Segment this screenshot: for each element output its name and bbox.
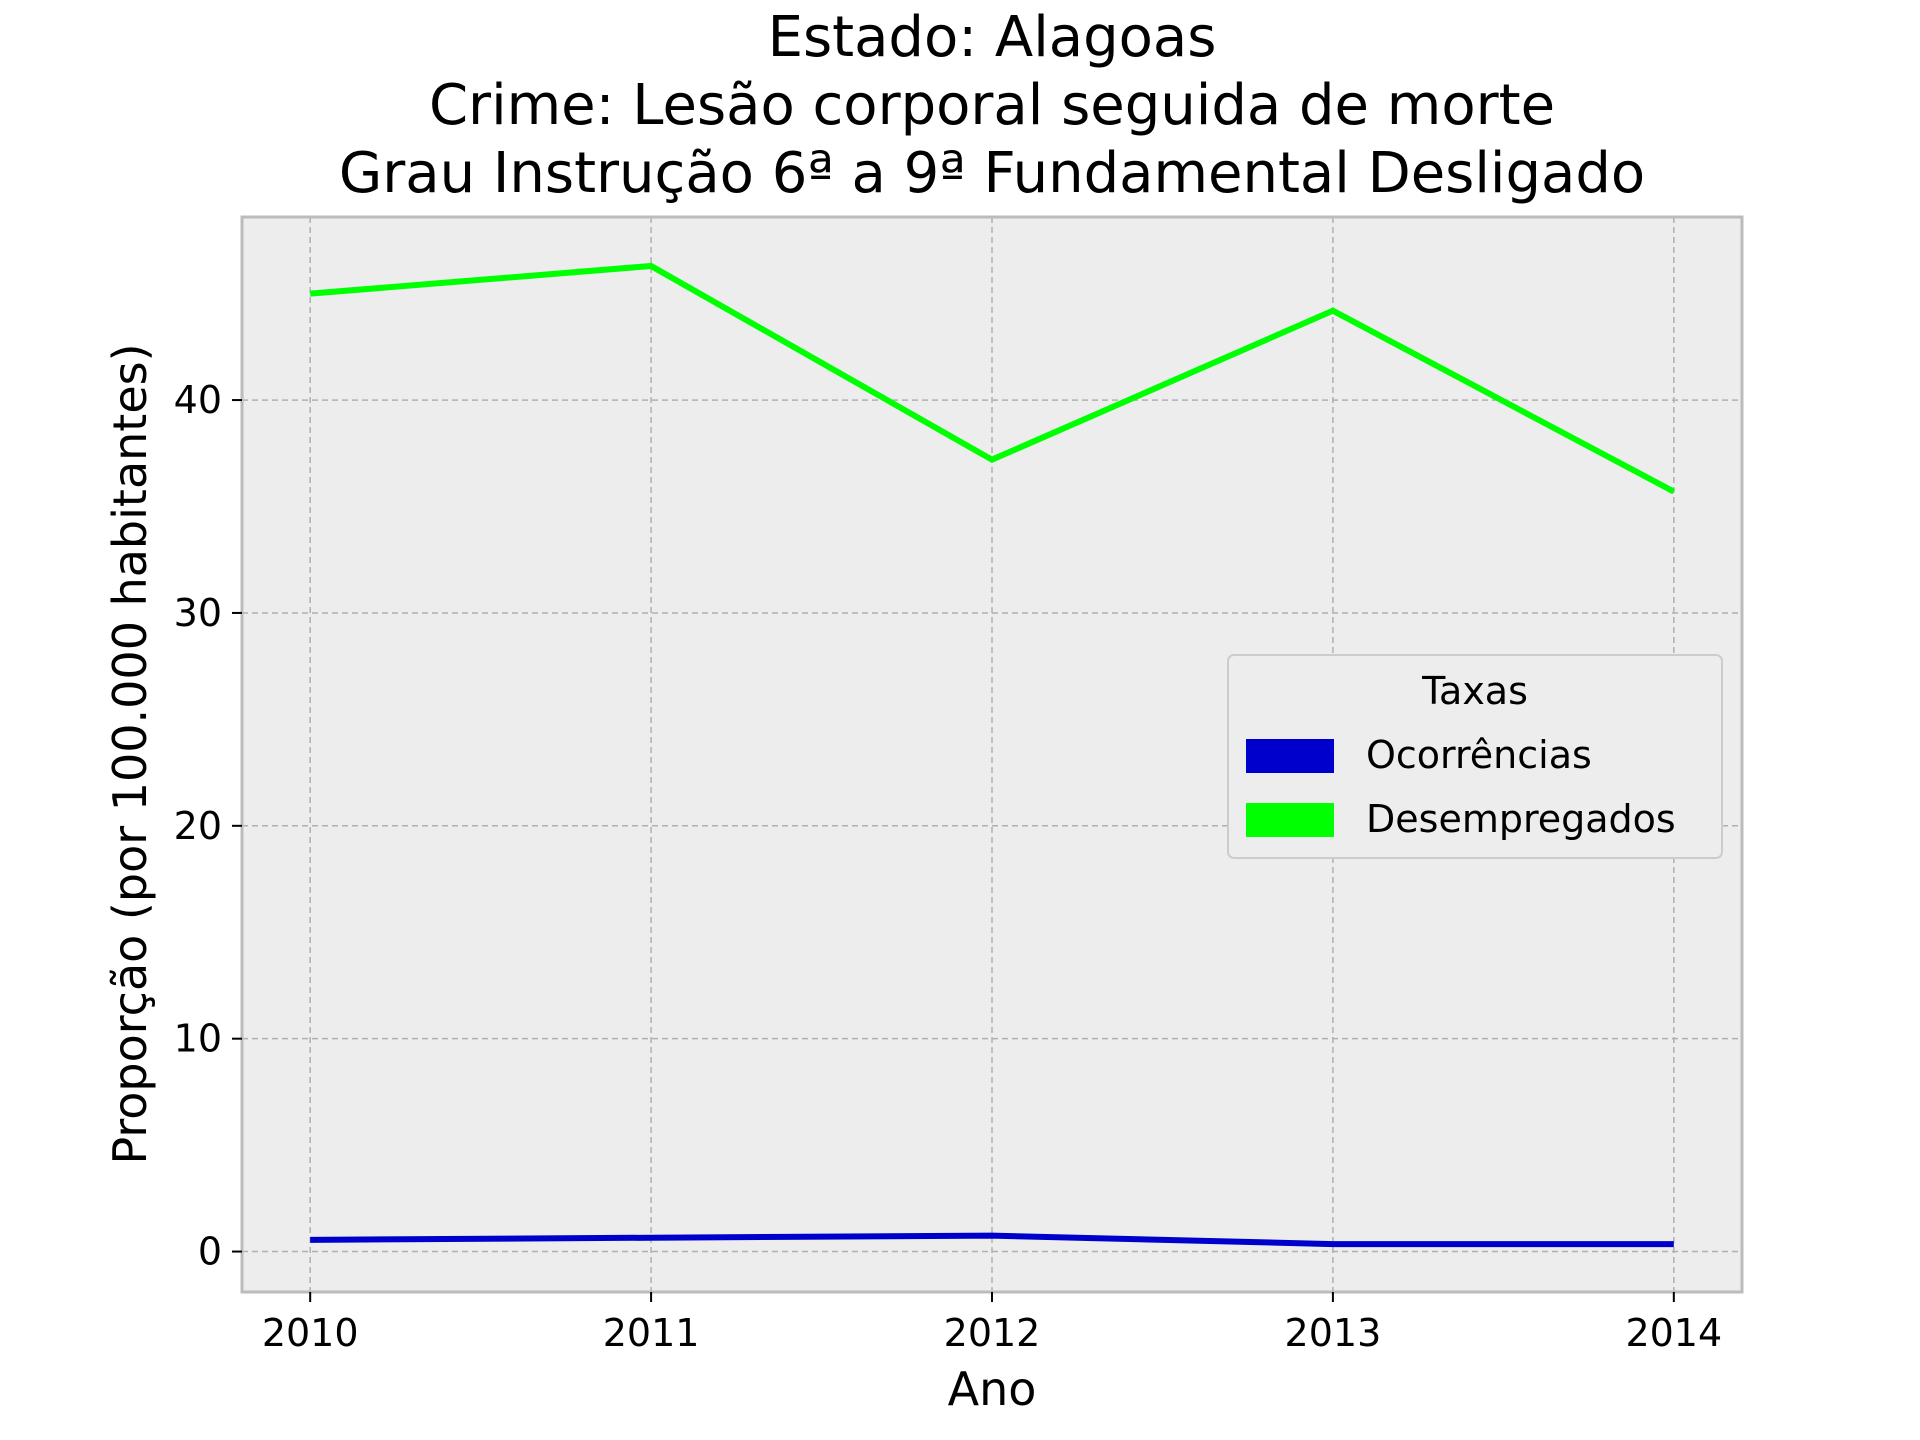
title-line-2: Crime: Lesão corporal seguida de morte: [429, 73, 1555, 138]
x-tick-label: 2011: [603, 1311, 700, 1355]
y-axis-label: Proporção (por 100.000 habitantes): [103, 343, 157, 1164]
y-tick-label: 0: [198, 1230, 222, 1274]
legend-label-desempregados: Desempregados: [1366, 797, 1676, 841]
legend-title: Taxas: [1421, 669, 1528, 713]
x-tick-label: 2013: [1285, 1311, 1382, 1355]
series-line-desempregados: [309, 262, 1676, 495]
legend: Taxas Ocorrências Desempregados: [1227, 654, 1723, 859]
legend-box: [1227, 654, 1723, 859]
x-axis-ticks: 2010 2011 2012 2013 2014: [262, 1292, 1722, 1355]
series-line-ocorrencias: [310, 1232, 1674, 1248]
x-tick-label: 2012: [944, 1311, 1041, 1355]
title-line-1: Estado: Alagoas: [768, 5, 1217, 70]
title-line-3: Grau Instrução 6ª a 9ª Fundamental Desli…: [339, 141, 1645, 206]
legend-label-ocorrencias: Ocorrências: [1366, 733, 1592, 777]
grid: [242, 217, 1742, 1292]
y-axis-ticks: 0 10 20 30 40: [174, 378, 242, 1274]
y-tick-label: 20: [174, 804, 222, 848]
y-tick-label: 40: [174, 378, 222, 422]
chart-title: Estado: Alagoas Crime: Lesão corporal se…: [339, 5, 1645, 206]
y-tick-label: 30: [174, 591, 222, 635]
legend-swatch-desempregados: [1246, 803, 1334, 837]
x-tick-label: 2014: [1625, 1311, 1722, 1355]
legend-swatch-ocorrencias: [1246, 739, 1334, 773]
x-tick-label: 2010: [262, 1311, 359, 1355]
y-tick-label: 10: [174, 1017, 222, 1061]
series-lines: [309, 262, 1676, 1248]
x-axis-label: Ano: [948, 1362, 1037, 1416]
